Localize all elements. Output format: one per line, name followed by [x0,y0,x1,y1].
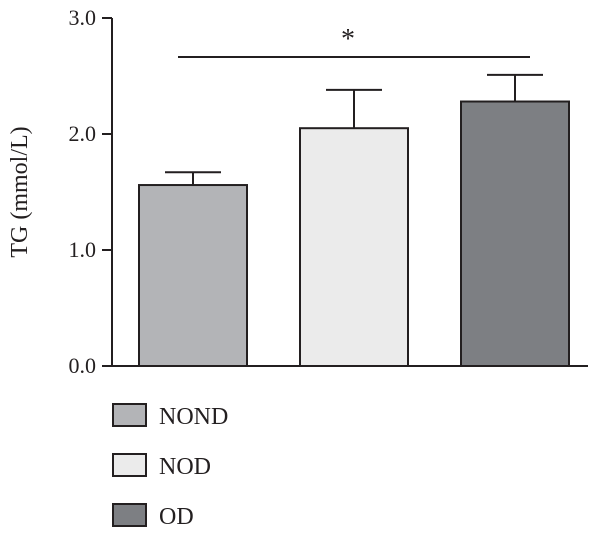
bars [138,100,570,368]
significance-annotation: * [178,24,530,58]
legend-label-od: OD [159,504,194,530]
legend-swatch-od [112,503,147,527]
bar-nod [299,127,409,367]
y-tick-label: 3.0 [69,5,97,30]
legend-swatch-nond [112,403,147,427]
y-tick-label: 2.0 [69,121,97,146]
legend: NOND NOD OD [112,403,228,530]
error-bars [165,73,543,186]
y-tick-label: 1.0 [69,237,97,262]
y-tick-label: 0.0 [69,353,97,378]
legend-label-nod: NOD [159,454,211,480]
bar-nond [138,184,248,367]
y-axis-label: TG (mmol/L) [7,126,33,257]
legend-swatch-nod [112,453,147,477]
bar-od [460,100,570,368]
legend-label-nond: NOND [159,404,228,430]
significance-marker: * [341,24,355,55]
